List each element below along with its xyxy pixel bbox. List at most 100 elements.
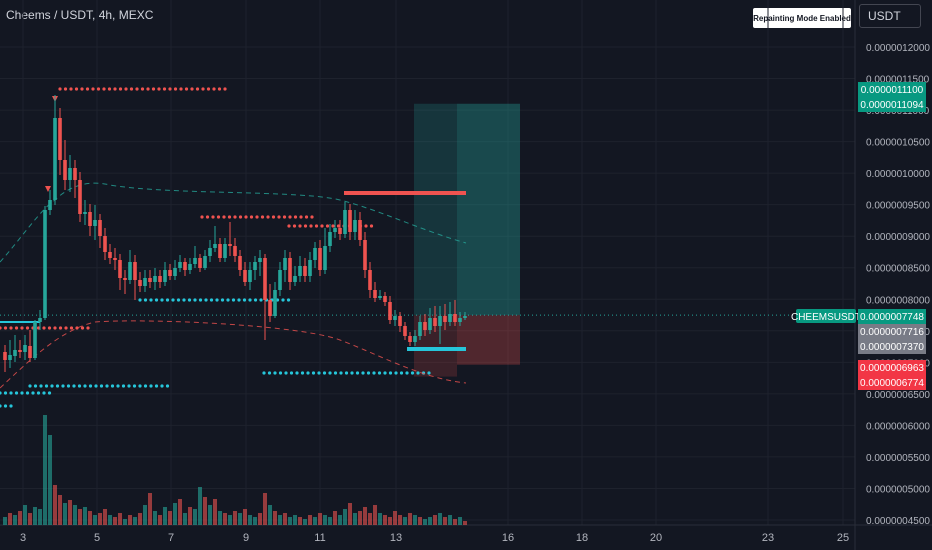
resistance-dots [184, 87, 189, 91]
candle-body [228, 244, 232, 246]
candle-body [298, 266, 302, 276]
resistance-dots [9, 326, 13, 330]
support-dots [361, 371, 365, 375]
resistance-dots [223, 87, 227, 91]
volume-bar [253, 517, 257, 525]
resistance-dots [179, 87, 183, 91]
resistance-dots [102, 87, 106, 91]
volume-bar [163, 507, 167, 525]
resistance-dots [217, 87, 222, 91]
price-tick-label: 0.0000012000 [866, 43, 930, 54]
support-dots [154, 298, 159, 302]
volume-bar [428, 517, 432, 525]
support-dots [242, 298, 247, 302]
time-tick-label: 20 [650, 532, 662, 544]
candle-body [403, 326, 407, 336]
price-axis: 0.00000120000.00000115000.00000110000.00… [866, 43, 930, 527]
candle-body [293, 276, 297, 282]
support-dots [31, 391, 35, 395]
candle-body [118, 260, 122, 278]
candle-body [133, 262, 137, 280]
price-tag [858, 339, 926, 354]
resistance-dots [162, 87, 167, 91]
candle-body [463, 316, 467, 318]
volume-bar [108, 515, 112, 525]
candle-body [268, 300, 272, 316]
currency-selector[interactable]: USDT [859, 4, 921, 28]
time-axis: 3 5 7 9 11 13 16 18 20 23 25 [20, 532, 849, 544]
target-zone [414, 103, 520, 316]
candle-body [83, 212, 87, 214]
resistance-dots [206, 87, 211, 91]
price-tick-label: 0.0000008500 [866, 264, 930, 275]
candle-body [183, 262, 187, 270]
candle-body [283, 258, 287, 270]
time-tick-label: 16 [502, 532, 514, 544]
price-tag-label: 0.0000007716 [860, 327, 924, 338]
candle-body [93, 220, 97, 226]
candle-body [23, 345, 27, 352]
volume-bar [288, 517, 292, 525]
resistance-dots [3, 326, 8, 330]
candle-body [203, 256, 207, 268]
volume-bar [358, 511, 362, 525]
volume-bar [33, 507, 37, 525]
volume-bar [433, 515, 437, 525]
candle-body [318, 248, 322, 270]
support-dots [187, 298, 192, 302]
support-dots [127, 384, 131, 388]
support-dots [138, 298, 142, 302]
candle-body [8, 355, 12, 360]
volume-bar [218, 511, 222, 525]
support-dots [300, 371, 305, 375]
volume-bar [128, 515, 132, 525]
support-dots [138, 384, 142, 388]
resistance-dots [47, 326, 52, 330]
support-dots [176, 298, 181, 302]
candle-body [353, 220, 357, 232]
resistance-dots [314, 224, 319, 228]
resistance-dots [244, 215, 248, 219]
support-dots [306, 371, 310, 375]
volume-bar [203, 497, 207, 525]
candle-body [208, 248, 212, 256]
candle-body [243, 270, 247, 282]
candle-body [443, 316, 447, 322]
resistance-dots [292, 224, 297, 228]
resistance-dots [293, 215, 298, 219]
price-tick-label: 0.0000005000 [866, 484, 930, 495]
time-tick-label: 23 [762, 532, 774, 544]
support-dots [0, 404, 2, 408]
support-dots [405, 371, 409, 375]
volume-bar [333, 511, 337, 525]
candle-body [68, 168, 72, 180]
volume-bar [323, 515, 327, 525]
support-dots [99, 384, 104, 388]
candle-body [338, 228, 342, 234]
support-dots [160, 298, 164, 302]
resistance-dots [288, 215, 292, 219]
resistance-dots [298, 224, 302, 228]
time-tick-label: 3 [20, 532, 26, 544]
resistance-dots [64, 326, 68, 330]
resistance-dots [212, 87, 216, 91]
resistance-dots [222, 215, 226, 219]
support-dots [149, 298, 153, 302]
resistance-dots [124, 87, 128, 91]
support-dots [14, 391, 19, 395]
volume-bar [148, 493, 152, 525]
volume-bar [23, 505, 27, 525]
resistance-dots [200, 215, 204, 219]
support-dots [88, 384, 93, 388]
candle-body [163, 270, 167, 282]
resistance-dots [146, 87, 150, 91]
candle-body [368, 270, 372, 290]
support-dots [399, 371, 404, 375]
support-dots [427, 371, 431, 375]
support-dots [165, 298, 170, 302]
volume-bar [243, 509, 247, 525]
support-dots [262, 371, 266, 375]
resistance-dots [140, 87, 145, 91]
resistance-dots [299, 215, 303, 219]
